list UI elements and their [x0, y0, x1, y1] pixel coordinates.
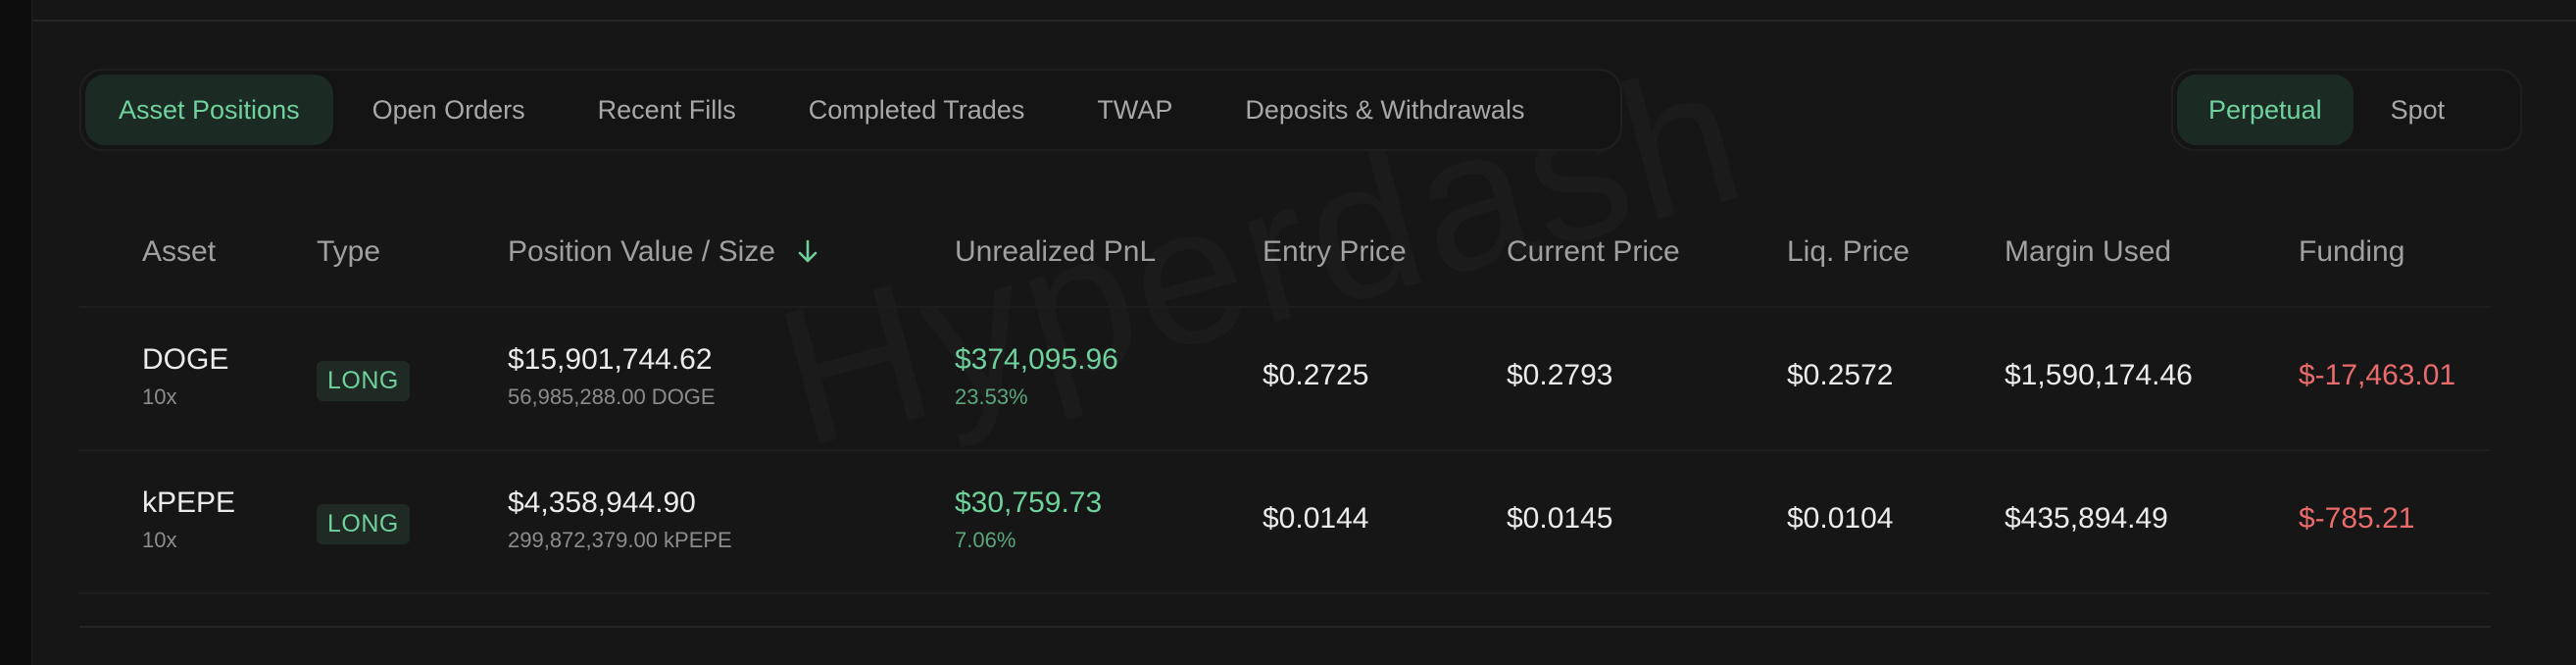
leverage: 10x: [142, 528, 177, 552]
tab-completed-trades[interactable]: Completed Trades: [808, 94, 1025, 125]
pnl-value: $30,759.73: [955, 486, 1103, 519]
column-label: Unrealized PnL: [955, 235, 1157, 268]
column-label: Margin Used: [2005, 235, 2172, 268]
position-value: $15,901,744.62: [508, 343, 713, 376]
column-label: Liq. Price: [1787, 235, 1910, 268]
leverage: 10x: [142, 384, 177, 409]
asset-name: DOGE: [142, 343, 229, 376]
column-header-liq-price[interactable]: Liq. Price: [1787, 235, 1909, 269]
pnl-cell: $30,759.73 7.06%: [955, 486, 1102, 553]
column-header-asset[interactable]: Asset: [142, 235, 216, 269]
tab-asset-positions[interactable]: Asset Positions: [85, 75, 333, 145]
asset-name: kPEPE: [142, 486, 236, 519]
column-label: Type: [317, 235, 381, 268]
tab-bar: Asset Positions Open Orders Recent Fills…: [79, 69, 1622, 151]
column-header-margin-used[interactable]: Margin Used: [2005, 235, 2171, 269]
column-header-type[interactable]: Type: [317, 235, 380, 269]
position-value: $4,358,944.90: [508, 486, 696, 519]
column-header-pnl[interactable]: Unrealized PnL: [955, 235, 1156, 269]
funding: $-17,463.01: [2299, 359, 2456, 391]
pnl-percent: 7.06%: [955, 528, 1016, 552]
column-label: Funding: [2299, 235, 2405, 268]
type-badge: LONG: [317, 361, 410, 401]
bottom-divider: [79, 626, 2491, 628]
liq-price: $0.2572: [1787, 359, 1894, 391]
current-price: $0.2793: [1507, 359, 1613, 391]
margin-used: $435,894.49: [2005, 502, 2168, 535]
asset-cell: DOGE 10x: [142, 343, 228, 410]
table-row[interactable]: DOGE 10x LONG $15,901,744.62 56,985,288.…: [79, 308, 2491, 451]
table-row[interactable]: kPEPE 10x LONG $4,358,944.90 299,872,379…: [79, 451, 2491, 594]
tab-twap[interactable]: TWAP: [1097, 94, 1173, 125]
column-header-entry-price[interactable]: Entry Price: [1263, 235, 1407, 269]
table-header: Asset Type Position Value / Size Unreali…: [79, 218, 2491, 308]
entry-price: $0.0144: [1263, 502, 1369, 535]
position-size: 56,985,288.00 DOGE: [508, 384, 716, 409]
tab-open-orders[interactable]: Open Orders: [372, 94, 525, 125]
market-toggle: Perpetual Spot: [2171, 69, 2522, 151]
current-price: $0.0145: [1507, 502, 1613, 535]
column-header-current-price[interactable]: Current Price: [1507, 235, 1680, 269]
pnl-value: $374,095.96: [955, 343, 1118, 376]
position-size: 299,872,379.00 kPEPE: [508, 528, 732, 552]
toggle-perpetual[interactable]: Perpetual: [2177, 75, 2353, 145]
liq-price: $0.0104: [1787, 502, 1894, 535]
asset-cell: kPEPE 10x: [142, 486, 235, 553]
position-cell: $4,358,944.90 299,872,379.00 kPEPE: [508, 486, 732, 553]
positions-panel: Hyperdash Asset Positions Open Orders Re…: [31, 0, 2576, 665]
funding: $-785.21: [2299, 502, 2415, 535]
column-label: Entry Price: [1263, 235, 1407, 268]
type-badge: LONG: [317, 504, 410, 544]
margin-used: $1,590,174.46: [2005, 359, 2193, 391]
column-label: Position Value / Size: [508, 235, 775, 268]
toggle-spot[interactable]: Spot: [2390, 94, 2446, 125]
column-label: Current Price: [1507, 235, 1680, 268]
tab-recent-fills[interactable]: Recent Fills: [597, 94, 736, 125]
tab-deposits-withdrawals[interactable]: Deposits & Withdrawals: [1245, 94, 1525, 125]
column-header-funding[interactable]: Funding: [2299, 235, 2404, 269]
pnl-cell: $374,095.96 23.53%: [955, 343, 1118, 410]
pnl-percent: 23.53%: [955, 384, 1028, 409]
column-header-position[interactable]: Position Value / Size: [508, 235, 818, 269]
position-cell: $15,901,744.62 56,985,288.00 DOGE: [508, 343, 716, 410]
entry-price: $0.2725: [1263, 359, 1369, 391]
arrow-down-icon: [798, 239, 817, 263]
column-label: Asset: [142, 235, 217, 268]
top-divider: [32, 20, 2576, 22]
